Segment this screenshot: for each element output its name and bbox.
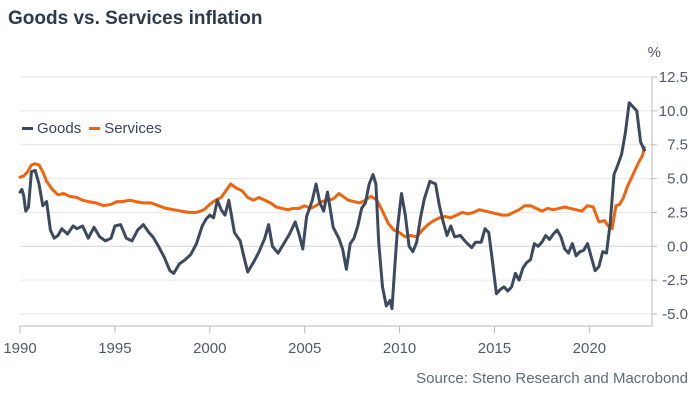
gridlines — [20, 76, 652, 315]
y-tick-label: 10.0 — [659, 103, 688, 120]
x-tick-label: 1995 — [98, 340, 131, 357]
legend-swatch-goods — [22, 127, 33, 130]
y-tick-label: 2.5 — [667, 204, 688, 221]
chart-title: Goods vs. Services inflation — [8, 8, 263, 29]
y-tick-label: 5.0 — [667, 171, 688, 188]
series-line-services — [18, 145, 646, 239]
x-tick-label: 2005 — [288, 340, 321, 357]
y-unit-label: % — [648, 44, 661, 61]
x-tick-label: 2020 — [573, 340, 606, 357]
source-note: Source: Steno Research and Macrobond — [416, 370, 688, 387]
x-tick-label: 2010 — [383, 340, 416, 357]
y-tick-label: -5.0 — [662, 306, 688, 323]
y-tick-label: 7.5 — [667, 137, 688, 154]
legend-item-goods: Goods — [22, 120, 81, 137]
series-line-goods — [18, 101, 646, 311]
y-axis: 12.5 10.0 7.5 5.0 2.5 0.0 -2.5 -5.0% — [648, 44, 688, 326]
series-lines — [18, 101, 646, 311]
legend-label-services: Services — [104, 120, 162, 137]
legend-swatch-services — [89, 127, 101, 130]
x-tick-label: 1990 — [3, 340, 36, 357]
x-tick-label: 2015 — [478, 340, 511, 357]
y-tick-label: 12.5 — [659, 69, 688, 86]
x-tick-label: 2000 — [193, 340, 226, 357]
legend-item-services: Services — [89, 120, 162, 137]
y-tick-label: -2.5 — [662, 272, 688, 289]
legend-label-goods: Goods — [37, 120, 82, 137]
y-tick-label: 0.0 — [667, 238, 688, 255]
chart-legend: Goods Services — [22, 120, 170, 137]
x-axis: 1990 1995 2000 2005 2010 2015 2020 — [3, 325, 652, 357]
